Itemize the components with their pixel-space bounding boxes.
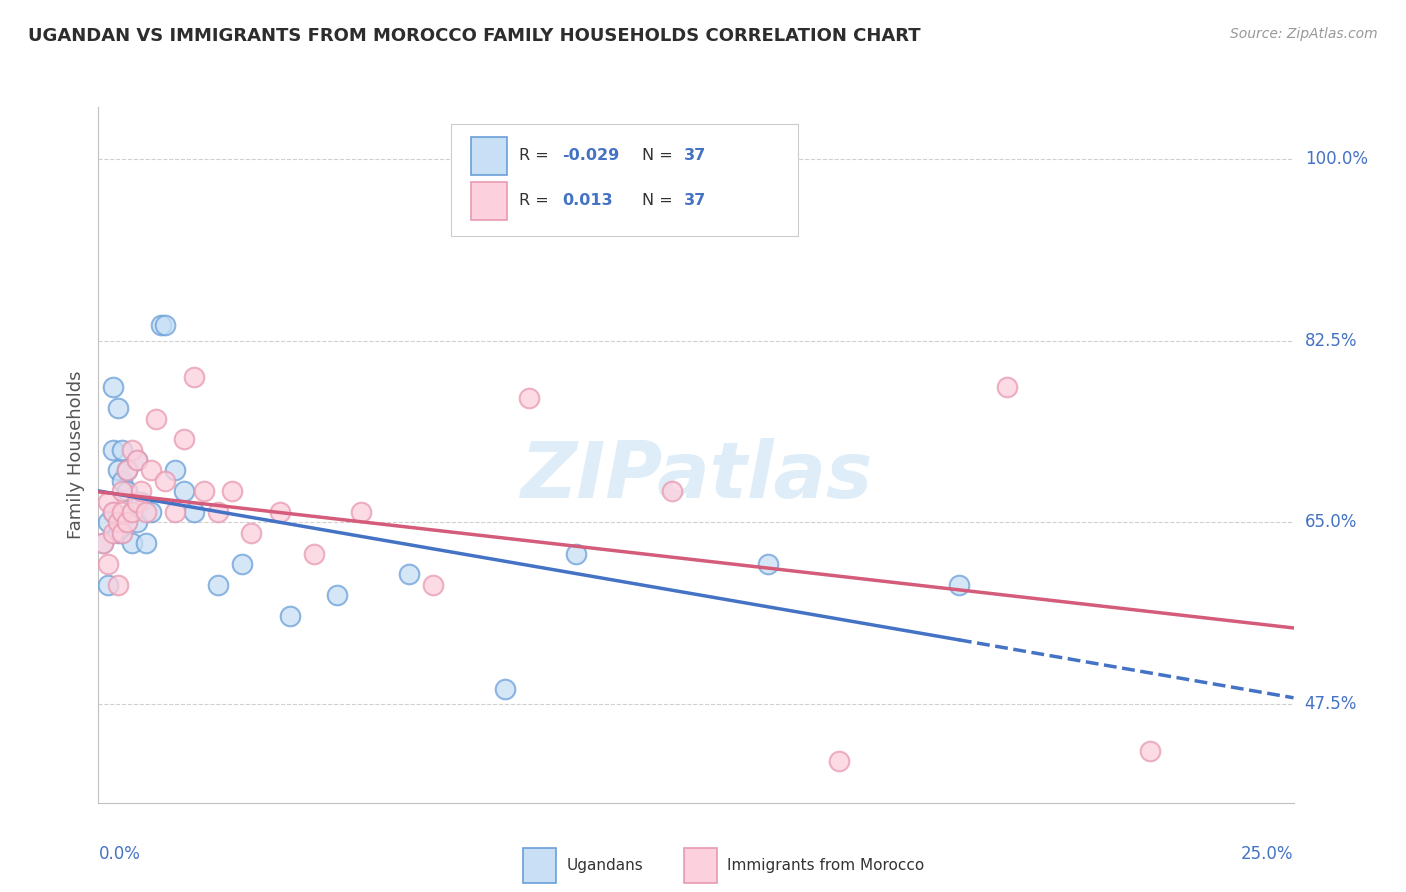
Point xyxy=(121,505,143,519)
Point xyxy=(107,401,129,416)
Point xyxy=(101,525,124,540)
Point xyxy=(121,536,143,550)
Point xyxy=(207,505,229,519)
Point xyxy=(269,505,291,519)
Text: 100.0%: 100.0% xyxy=(1305,150,1368,168)
Point xyxy=(135,536,157,550)
Point xyxy=(155,318,177,332)
Text: 0.0%: 0.0% xyxy=(98,845,141,863)
Point xyxy=(97,578,120,592)
Point xyxy=(173,433,195,447)
Bar xyxy=(523,848,557,883)
Point xyxy=(422,578,444,592)
Point xyxy=(101,505,124,519)
Text: R =: R = xyxy=(519,194,560,209)
Point xyxy=(125,453,148,467)
Point xyxy=(107,578,129,592)
Point xyxy=(145,411,167,425)
Point xyxy=(115,463,138,477)
Point xyxy=(97,494,120,508)
Point xyxy=(163,463,186,477)
Point xyxy=(121,442,143,457)
Point xyxy=(948,578,970,592)
Point xyxy=(231,557,253,571)
Point xyxy=(115,484,138,499)
Point xyxy=(111,525,134,540)
Point xyxy=(240,525,263,540)
Text: 25.0%: 25.0% xyxy=(1241,845,1294,863)
Text: Immigrants from Morocco: Immigrants from Morocco xyxy=(727,858,924,873)
Point xyxy=(565,547,588,561)
Point xyxy=(995,380,1018,394)
Point xyxy=(125,494,148,508)
Point xyxy=(111,525,134,540)
Point xyxy=(163,505,186,519)
Point xyxy=(125,453,148,467)
Point xyxy=(139,463,162,477)
Text: 82.5%: 82.5% xyxy=(1305,332,1357,350)
Point xyxy=(111,484,134,499)
Point xyxy=(302,547,325,561)
Point xyxy=(125,516,148,530)
Point xyxy=(828,754,851,768)
Point xyxy=(101,380,124,394)
Text: R =: R = xyxy=(519,148,554,163)
Text: 65.0%: 65.0% xyxy=(1305,514,1357,532)
Point xyxy=(97,516,120,530)
Point xyxy=(111,516,134,530)
Point xyxy=(326,588,349,602)
Point xyxy=(517,391,540,405)
Text: 37: 37 xyxy=(685,148,706,163)
Point xyxy=(131,494,153,508)
Text: Ugandans: Ugandans xyxy=(567,858,644,873)
Point xyxy=(661,484,683,499)
Point xyxy=(149,318,172,332)
Text: Source: ZipAtlas.com: Source: ZipAtlas.com xyxy=(1230,27,1378,41)
Point xyxy=(221,484,243,499)
Point xyxy=(173,484,195,499)
Point xyxy=(135,505,157,519)
Point xyxy=(111,442,134,457)
Text: N =: N = xyxy=(643,194,678,209)
Point xyxy=(756,557,779,571)
Point xyxy=(97,557,120,571)
Point xyxy=(111,474,134,488)
Point xyxy=(107,463,129,477)
Point xyxy=(115,516,138,530)
Point xyxy=(107,525,129,540)
Point xyxy=(398,567,420,582)
Text: ZIPatlas: ZIPatlas xyxy=(520,438,872,514)
Point xyxy=(207,578,229,592)
Point xyxy=(115,516,138,530)
Point xyxy=(183,505,205,519)
Point xyxy=(131,484,153,499)
Text: 47.5%: 47.5% xyxy=(1305,695,1357,713)
Point xyxy=(155,474,177,488)
Y-axis label: Family Households: Family Households xyxy=(66,371,84,539)
Point xyxy=(183,370,205,384)
Point xyxy=(111,505,134,519)
Text: -0.029: -0.029 xyxy=(562,148,620,163)
Point xyxy=(1139,744,1161,758)
Point xyxy=(139,505,162,519)
FancyBboxPatch shape xyxy=(451,124,797,235)
Text: N =: N = xyxy=(643,148,678,163)
Text: UGANDAN VS IMMIGRANTS FROM MOROCCO FAMILY HOUSEHOLDS CORRELATION CHART: UGANDAN VS IMMIGRANTS FROM MOROCCO FAMIL… xyxy=(28,27,921,45)
Point xyxy=(350,505,373,519)
Text: 0.013: 0.013 xyxy=(562,194,613,209)
Point xyxy=(115,463,138,477)
Bar xyxy=(471,136,508,175)
Bar xyxy=(471,182,508,220)
Point xyxy=(494,681,516,696)
Point xyxy=(193,484,215,499)
Point xyxy=(101,442,124,457)
Point xyxy=(91,536,114,550)
Point xyxy=(101,505,124,519)
Point xyxy=(107,516,129,530)
Point xyxy=(278,608,301,623)
Point xyxy=(121,505,143,519)
Text: 37: 37 xyxy=(685,194,706,209)
Bar xyxy=(685,848,717,883)
Point xyxy=(91,536,114,550)
